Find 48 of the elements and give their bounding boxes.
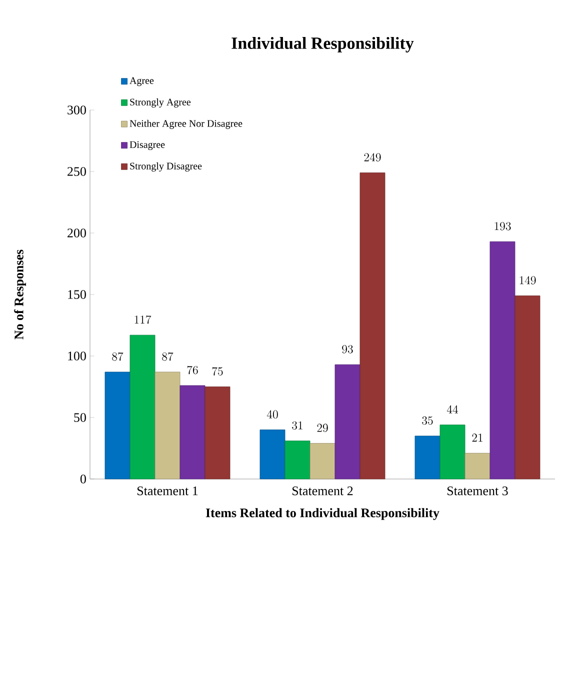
data-label: 44 — [446, 405, 458, 414]
legend-label: Strongly Agree — [130, 98, 191, 108]
y-axis-title: No of Responses — [14, 250, 26, 340]
data-label: 76 — [187, 366, 198, 374]
bar — [360, 172, 386, 480]
y-tick-label: 0 — [80, 474, 86, 484]
y-tick-label: 50 — [74, 413, 86, 422]
data-label: 149 — [520, 276, 536, 284]
bar — [334, 364, 360, 480]
bar — [310, 443, 336, 480]
x-axis-title: Items Related to Individual Responsibility — [206, 508, 440, 520]
legend-label: Disagree — [130, 141, 165, 150]
bar — [284, 440, 310, 480]
x-tick-label: Statement 2 — [292, 486, 353, 496]
data-label: 21 — [472, 434, 482, 442]
y-tick-label: 300 — [68, 106, 86, 114]
legend-label: Neither Agree Nor Disagree — [130, 120, 242, 129]
legend-label: Agree — [130, 77, 154, 86]
data-label: 29 — [317, 424, 328, 432]
data-label: 87 — [112, 352, 124, 361]
bar — [130, 334, 156, 480]
data-label: 193 — [494, 222, 511, 230]
y-tick-label: 200 — [68, 228, 86, 238]
x-tick-label: Statement 3 — [447, 486, 508, 496]
bar — [260, 430, 286, 480]
bar — [180, 385, 206, 480]
y-tick-label: 250 — [68, 167, 86, 176]
chart-title: Individual Responsibility — [232, 37, 414, 52]
data-label: 249 — [364, 153, 381, 162]
legend-label: Strongly Disagree — [130, 162, 202, 172]
bar — [204, 386, 230, 480]
bar — [490, 241, 516, 480]
data-label: 93 — [342, 345, 353, 354]
x-tick-label: Statement 1 — [137, 486, 198, 496]
y-tick-label: 100 — [68, 352, 86, 360]
bar — [440, 424, 466, 480]
bar — [514, 296, 540, 480]
data-label: 87 — [162, 352, 174, 361]
bar — [154, 372, 180, 480]
data-label: 31 — [292, 421, 302, 430]
bar — [464, 452, 490, 480]
data-label: 40 — [266, 410, 278, 419]
y-tick-label: 150 — [68, 290, 86, 299]
bar — [104, 372, 130, 480]
data-label: 35 — [422, 416, 433, 425]
bar — [414, 436, 440, 480]
data-label: 117 — [134, 315, 152, 324]
data-label: 75 — [212, 367, 223, 376]
